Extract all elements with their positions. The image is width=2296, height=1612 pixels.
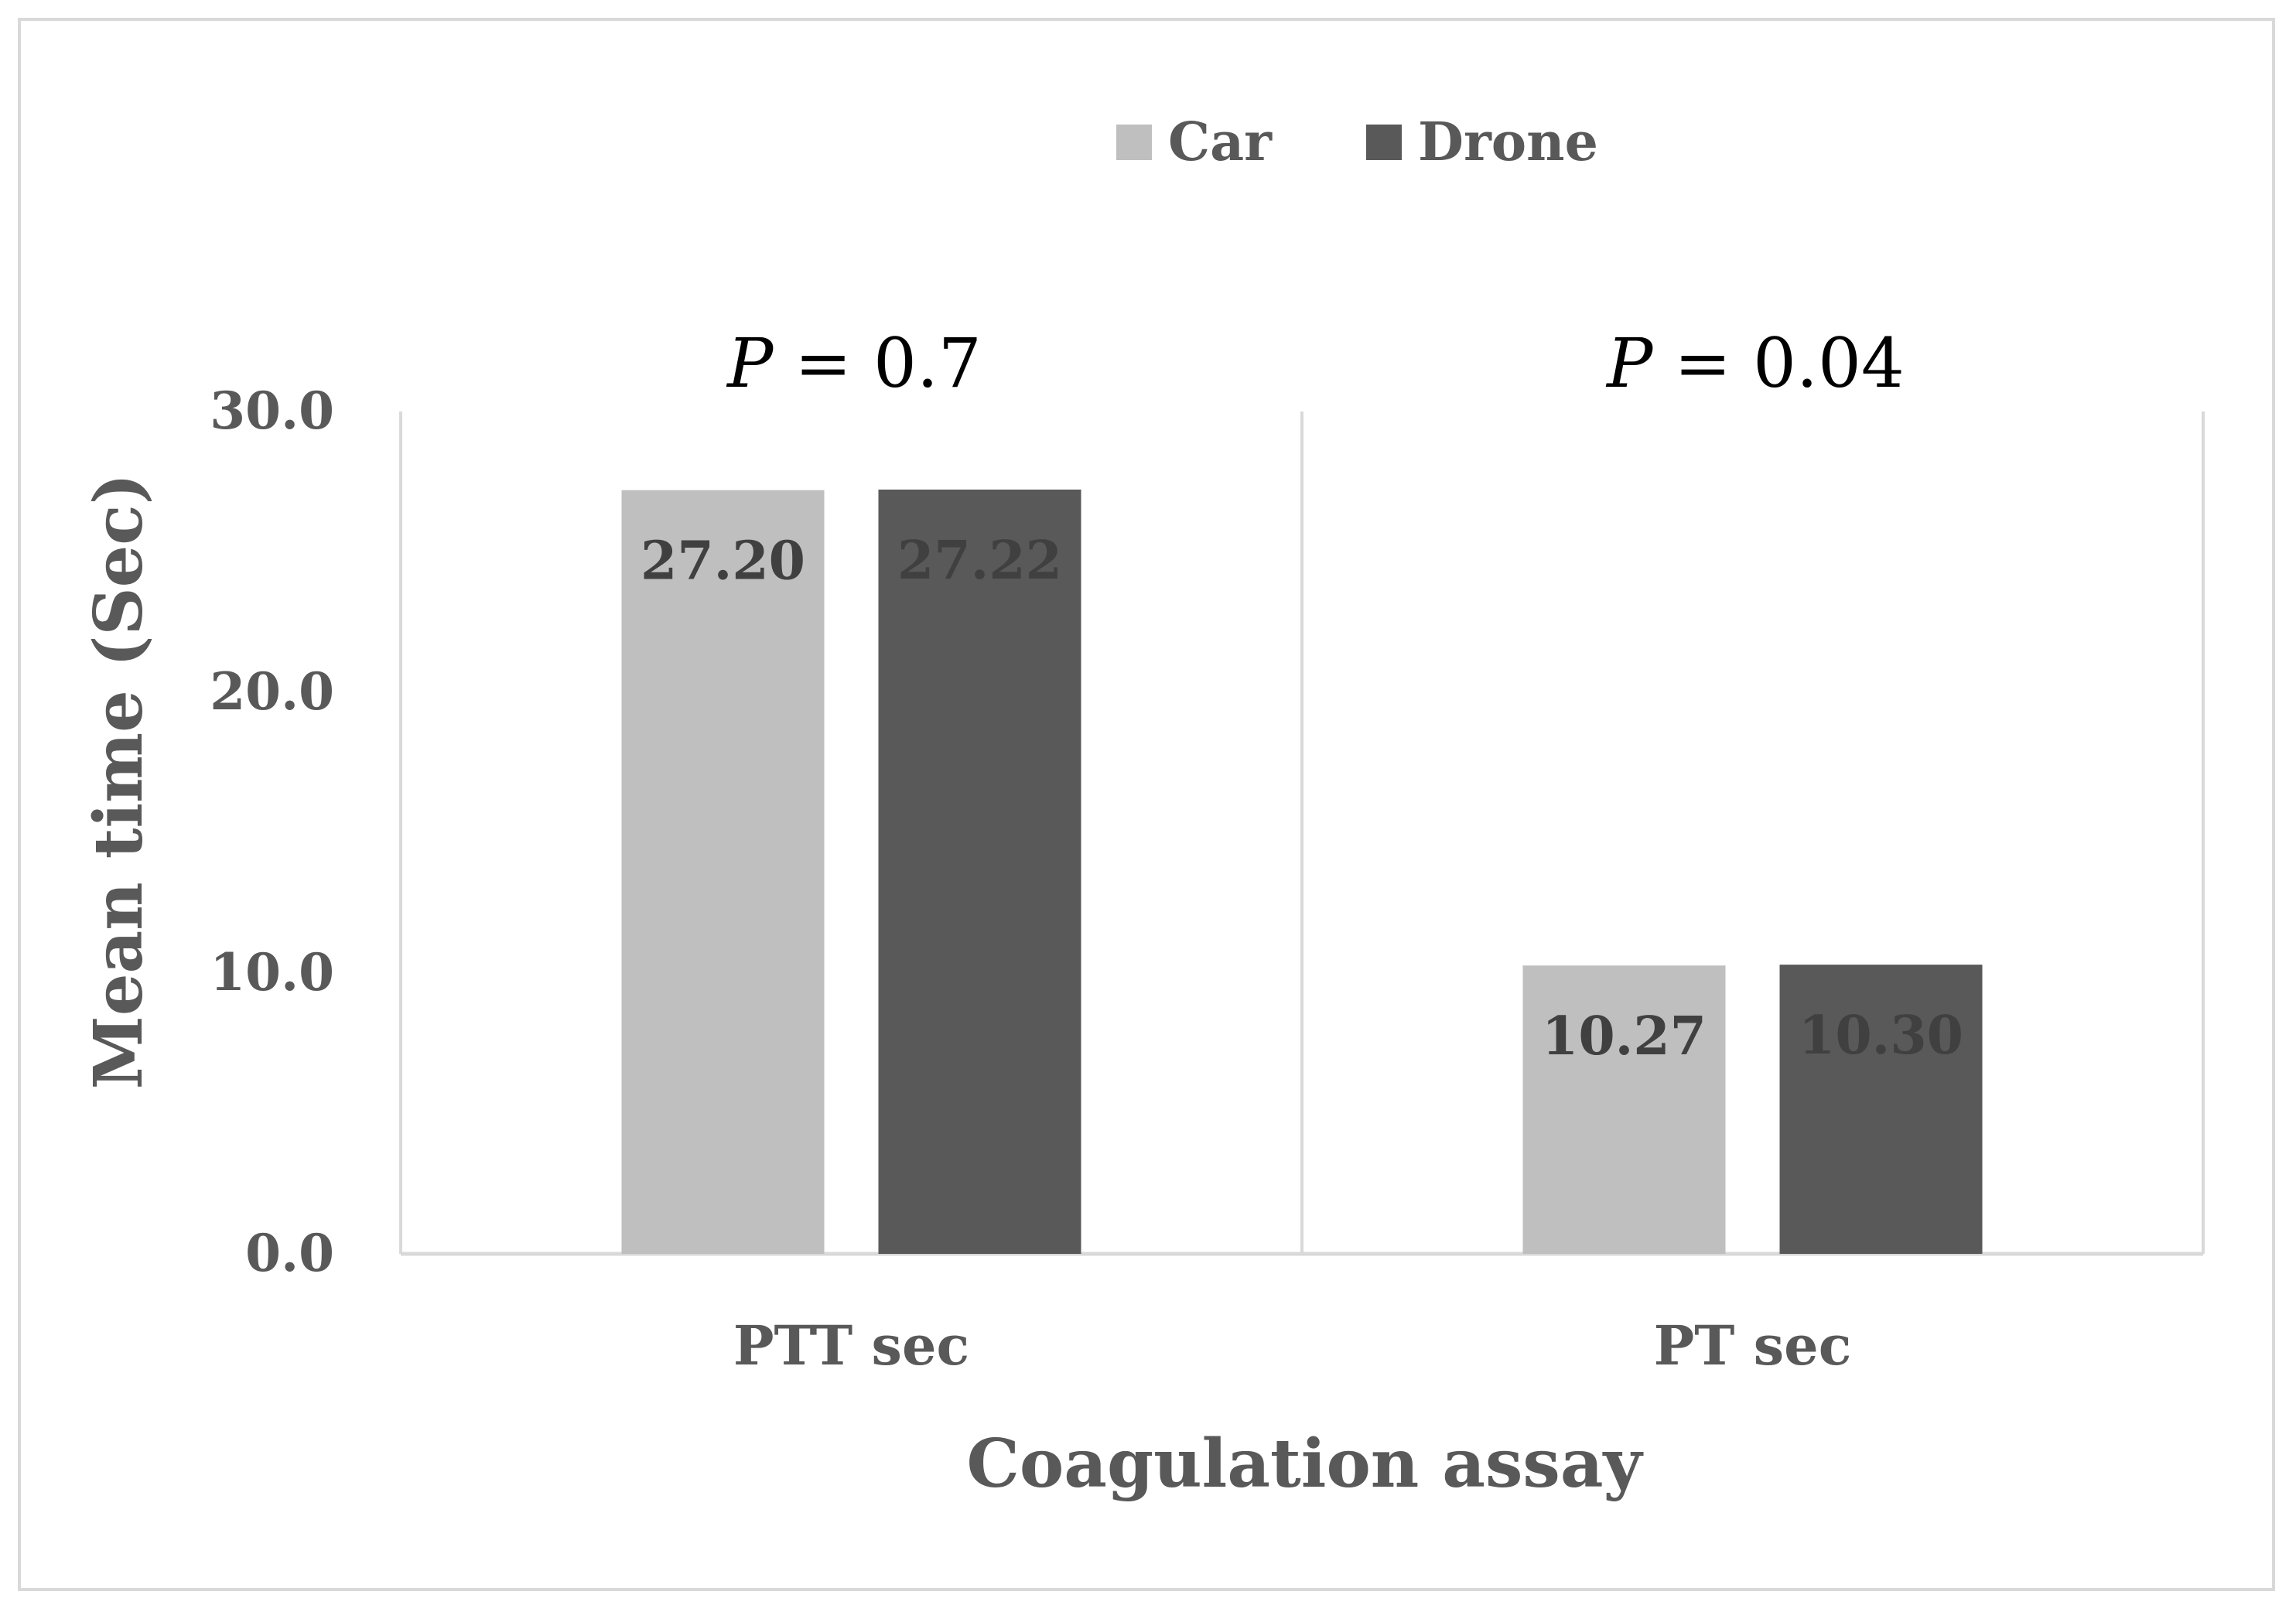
data-label: 10.27 (1542, 1006, 1707, 1067)
x-tick-label: PTT sec (733, 1313, 969, 1378)
legend-swatch-drone (1366, 125, 1402, 160)
bar-car-1 (621, 490, 825, 1254)
legend-label-car: Car (1168, 111, 1273, 173)
x-axis-categories: PTT sec PT sec (733, 1313, 1851, 1378)
legend-label-drone: Drone (1418, 111, 1598, 173)
x-tick-label: PT sec (1654, 1313, 1852, 1378)
p-symbol: P (1605, 323, 1654, 403)
x-axis-title: Coagulation assay (966, 1425, 1644, 1503)
legend: Car Drone (1116, 111, 1598, 173)
bar-car-2 (1522, 965, 1726, 1254)
p-value-annotation: P = 0.7 (726, 323, 982, 403)
p-value-text: = 0.7 (773, 323, 982, 403)
p-value-text: = 0.04 (1652, 323, 1905, 403)
bar-drone-1 (878, 489, 1081, 1254)
y-axis-title: Mean time (Sec) (80, 473, 158, 1090)
y-axis-ticks: 0.0 10.0 20.0 30.0 (210, 381, 334, 1283)
data-labels: 27.20 27.22 10.27 10.30 (641, 530, 1963, 1067)
chart-frame (18, 18, 2275, 1591)
data-label: 10.30 (1799, 1005, 1963, 1067)
legend-swatch-car (1116, 125, 1152, 160)
y-tick-label: 10.0 (210, 942, 334, 1002)
data-label: 27.22 (897, 530, 1062, 592)
y-tick-label: 20.0 (210, 661, 334, 722)
y-tick-label: 30.0 (210, 381, 334, 441)
y-tick-label: 0.0 (245, 1223, 334, 1283)
bars (621, 489, 1983, 1254)
p-value-annotation: P = 0.04 (1605, 323, 1905, 403)
data-label: 27.20 (641, 531, 805, 593)
bar-drone-2 (1779, 965, 1983, 1254)
p-symbol: P (726, 323, 774, 403)
p-value-annotations: P = 0.7 P = 0.04 (726, 323, 1905, 403)
